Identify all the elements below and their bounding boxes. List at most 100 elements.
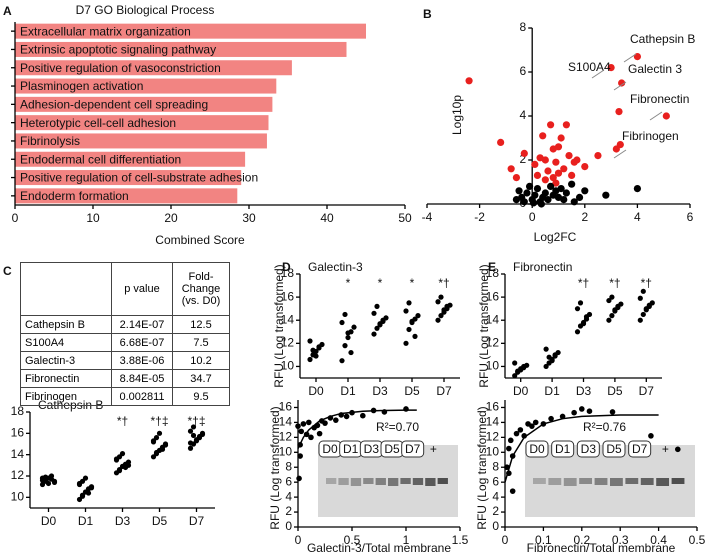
y-tick-label: 2 (520, 152, 527, 166)
blot-tab (401, 440, 425, 458)
point (633, 53, 642, 61)
significance: *† (641, 276, 652, 290)
point (199, 430, 206, 436)
x-tick-label: D3 (576, 384, 592, 398)
point (554, 169, 563, 177)
point (348, 349, 354, 356)
x-tick-label: D5 (404, 384, 420, 398)
x-tick-label: -2 (474, 210, 485, 224)
point (512, 360, 518, 366)
point (532, 419, 539, 426)
point (512, 196, 521, 204)
point (574, 329, 581, 335)
point (162, 442, 169, 448)
x-tick-label: 0.2 (573, 533, 590, 547)
point (568, 171, 576, 179)
table-cell: 0.002811 (111, 387, 173, 406)
table-cell: S100A4 (20, 333, 112, 352)
significance: *† (578, 276, 589, 290)
point (125, 462, 132, 468)
significance: *† (438, 276, 449, 290)
point (640, 311, 646, 318)
point (552, 352, 558, 358)
bar (15, 78, 277, 94)
point (187, 445, 194, 451)
point (403, 340, 409, 346)
point (116, 468, 123, 474)
point (541, 189, 549, 197)
significance: * (378, 276, 383, 290)
point (504, 464, 510, 471)
point (533, 171, 542, 179)
point (303, 431, 310, 438)
blot-label: + (430, 442, 437, 456)
point (583, 314, 590, 320)
significance: *†‡ (150, 414, 168, 428)
blot-label: D3 (364, 442, 380, 456)
x-tick-label: 50 (398, 211, 412, 225)
point (345, 330, 351, 336)
point (338, 412, 345, 418)
point (371, 310, 377, 316)
point (119, 451, 126, 457)
point (308, 434, 314, 441)
point (506, 470, 512, 477)
y-tick-label: 10 (279, 444, 293, 458)
blot-band (640, 478, 654, 485)
point (533, 185, 542, 193)
point (540, 421, 547, 427)
point (113, 456, 120, 462)
point (512, 373, 518, 379)
blot-tab (525, 440, 549, 458)
point (406, 326, 412, 333)
point (307, 338, 313, 344)
blot-band (671, 478, 685, 484)
bar (15, 23, 366, 39)
x-tick-label: 0.5 (344, 533, 361, 547)
y-tick-label: 16 (281, 289, 295, 303)
x-tick-label: D0 (308, 384, 324, 398)
x-tick-label: 20 (164, 211, 178, 225)
bar (15, 115, 269, 131)
point (371, 331, 377, 337)
y-tick-label: 12 (279, 430, 293, 444)
point (316, 344, 322, 350)
point (51, 478, 58, 484)
point (557, 185, 565, 193)
point (339, 358, 345, 364)
point (79, 493, 86, 499)
point (662, 112, 670, 120)
y-axis-label: Log10p (450, 95, 464, 135)
point (581, 163, 589, 171)
y-tick-label: 16 (486, 289, 500, 303)
blot-label: D1 (343, 442, 359, 456)
point (529, 423, 535, 429)
y-tick-label: 10 (281, 359, 295, 373)
x-tick-label: 0.3 (612, 533, 629, 547)
point (562, 121, 570, 129)
table-cell: 7.5 (172, 333, 230, 352)
point (438, 313, 444, 319)
point (509, 488, 516, 494)
y-tick-label: 12 (281, 336, 295, 350)
point (360, 412, 366, 419)
table-cell: 9.5 (172, 387, 230, 406)
bar-label: Endoderm formation (20, 189, 129, 203)
x-tick-label: D3 (372, 384, 388, 398)
blot-band (610, 478, 623, 486)
x-tick-label: D7 (639, 384, 655, 398)
blot-band (338, 478, 349, 485)
point (156, 430, 163, 436)
point (612, 307, 618, 313)
blot-band (656, 478, 670, 486)
point (607, 64, 615, 72)
point (314, 422, 321, 429)
y-axis-label: RFU (Log transformed) (475, 406, 489, 529)
significance: * (346, 276, 351, 290)
point (153, 449, 160, 456)
point (159, 446, 166, 452)
point (435, 317, 441, 323)
point (547, 182, 555, 190)
point (609, 409, 616, 415)
point (513, 430, 520, 437)
